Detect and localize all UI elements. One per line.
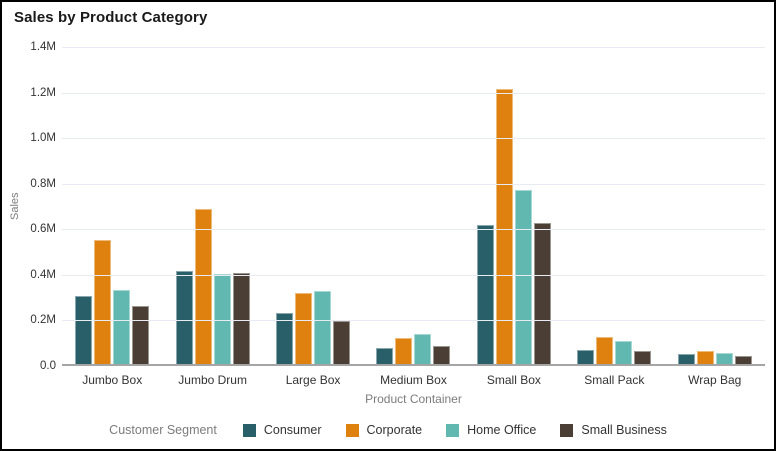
x-tick-label-jumbo-box: Jumbo Box (82, 373, 143, 387)
bar-group-small-pack (564, 47, 664, 364)
x-tick-label-jumbo-drum: Jumbo Drum (178, 373, 247, 387)
bar-consumer-jumbo-drum[interactable] (175, 270, 193, 364)
bar-group-small-box (464, 47, 564, 364)
bar-consumer-small-pack[interactable] (577, 350, 595, 364)
x-axis-title: Product Container (365, 392, 462, 406)
y-tick-label: 0.0 (40, 360, 56, 372)
chart-title: Sales by Product Category (14, 9, 208, 26)
bar-corporate-small-box[interactable] (495, 89, 513, 364)
gridline-0.8M (62, 183, 765, 185)
bar-consumer-large-box[interactable] (276, 312, 294, 364)
bar-group-jumbo-drum (162, 47, 262, 364)
legend-label-corporate: Corporate (366, 423, 423, 437)
y-tick-label: 0.8M (30, 177, 56, 190)
legend-item-home-office[interactable]: Home Office (446, 423, 536, 437)
legend-title: Customer Segment (109, 423, 217, 437)
legend-swatch-home-office (446, 423, 460, 437)
bar-group-wrap-bag (665, 47, 765, 364)
bar-group-large-box (263, 47, 363, 364)
x-tick-label-small-pack: Small Pack (584, 373, 645, 387)
bar-consumer-wrap-bag[interactable] (677, 353, 695, 364)
bar-group-medium-box (363, 47, 463, 364)
bar-home-office-medium-box[interactable] (414, 334, 432, 364)
gridline-1.0M (62, 138, 765, 140)
y-tick-label: 1.2M (30, 86, 56, 99)
bar-corporate-small-pack[interactable] (596, 336, 614, 364)
bar-home-office-wrap-bag[interactable] (715, 352, 733, 364)
bar-small-business-jumbo-box[interactable] (132, 305, 150, 364)
x-tick-label-medium-box: Medium Box (380, 373, 447, 387)
bar-corporate-wrap-bag[interactable] (696, 351, 714, 364)
bar-consumer-medium-box[interactable] (376, 348, 394, 364)
gridline-1.2M (62, 92, 765, 94)
legend-label-consumer: Consumer (263, 423, 322, 437)
bar-groups (62, 47, 765, 364)
legend-swatch-consumer (242, 423, 256, 437)
x-tick-label-wrap-bag: Wrap Bag (688, 373, 742, 387)
bar-home-office-jumbo-box[interactable] (113, 289, 131, 364)
legend-items: Consumer Corporate Home Office Small Busine… (242, 423, 667, 437)
bar-corporate-jumbo-box[interactable] (94, 239, 112, 364)
legend-label-home-office: Home Office (467, 423, 537, 437)
x-tick-label-large-box: Large Box (285, 373, 341, 387)
legend: Customer Segment Consumer Corporate Home O… (2, 423, 774, 437)
legend-swatch-small-business (560, 423, 574, 437)
y-tick-label: 0.6M (30, 223, 56, 236)
bar-consumer-small-box[interactable] (476, 225, 494, 364)
y-tick-label: 0.2M (30, 314, 56, 327)
gridline-1.4M (62, 47, 765, 48)
legend-item-consumer[interactable]: Consumer (242, 423, 322, 437)
bar-small-business-wrap-bag[interactable] (734, 356, 752, 364)
legend-item-corporate[interactable]: Corporate (345, 423, 423, 437)
legend-swatch-corporate (345, 423, 359, 437)
bar-small-business-jumbo-drum[interactable] (232, 272, 250, 364)
y-tick-label: 1.4M (30, 41, 56, 53)
bar-home-office-jumbo-drum[interactable] (213, 274, 231, 364)
bar-corporate-medium-box[interactable] (395, 337, 413, 364)
x-tick-label-small-box: Small Box (486, 373, 541, 387)
plot-area (62, 47, 765, 366)
bar-corporate-jumbo-drum[interactable] (194, 209, 212, 364)
bar-small-business-small-box[interactable] (533, 222, 551, 364)
bar-small-business-small-pack[interactable] (634, 351, 652, 364)
bar-group-jumbo-box (62, 47, 162, 364)
bar-small-business-medium-box[interactable] (433, 345, 451, 364)
bar-home-office-large-box[interactable] (314, 291, 332, 364)
bar-home-office-small-pack[interactable] (615, 341, 633, 364)
gridline-0.2M (62, 320, 765, 322)
legend-item-small-business[interactable]: Small Business (560, 423, 667, 437)
bar-home-office-small-box[interactable] (514, 189, 532, 364)
y-tick-label: 0.4M (30, 268, 56, 281)
y-axis: 0.0 0.2M 0.4M 0.6M 0.8M 1.0M 1.2M 1.4M (2, 41, 56, 372)
bar-corporate-large-box[interactable] (295, 293, 313, 364)
x-axis-labels: Jumbo Box Jumbo Drum Large Box Medium Box Sm… (62, 373, 765, 387)
bar-consumer-jumbo-box[interactable] (75, 295, 93, 364)
y-tick-label: 1.0M (30, 132, 56, 145)
gridline-0.4M (62, 274, 765, 276)
gridline-0.6M (62, 229, 765, 231)
legend-label-small-business: Small Business (581, 423, 667, 437)
bar-small-business-large-box[interactable] (333, 320, 351, 364)
